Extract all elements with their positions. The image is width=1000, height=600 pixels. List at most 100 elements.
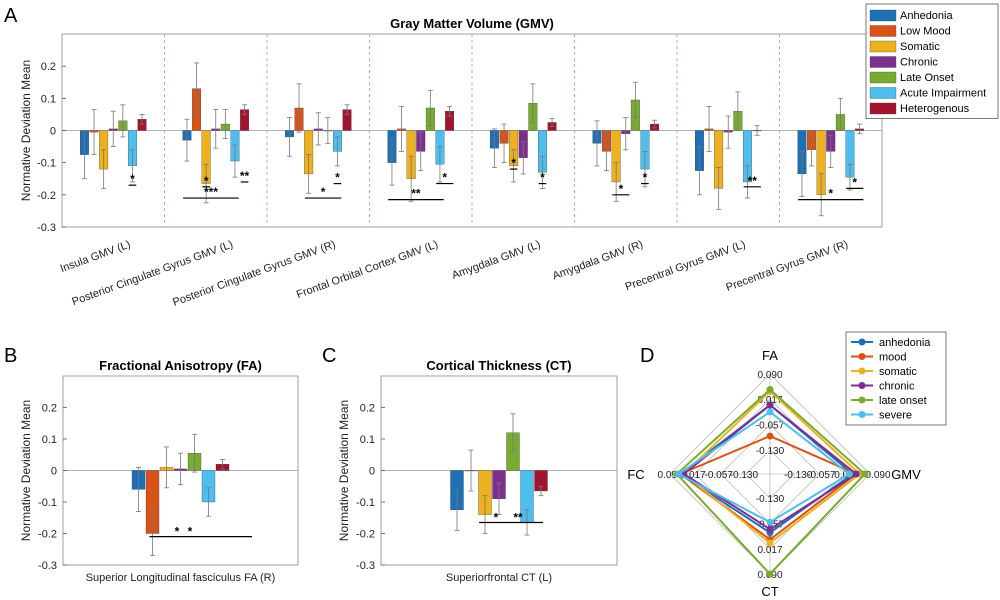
gmv-chart: 0.2 0.1 0 -0.1 -0.2 -0.3 Gray Matter Volume (G… bbox=[19, 3, 999, 309]
radar-series-marker bbox=[766, 539, 774, 547]
gmv-legend-label: Late Onset bbox=[900, 72, 954, 84]
gmv-category-label: Posterior Cingulate Gyrus GMV (R) bbox=[171, 239, 337, 309]
gmv-legend-swatch bbox=[869, 71, 897, 84]
gmv-significance-star: ** bbox=[748, 174, 758, 188]
radar-ring-label-gmv: 0.090 bbox=[865, 470, 890, 481]
fa-significance-star: * bbox=[188, 525, 193, 539]
radar-series-marker bbox=[845, 470, 853, 478]
fa-ytick-label: 0.1 bbox=[42, 434, 57, 446]
panel-letter-b: B bbox=[4, 345, 17, 367]
gmv-ylabel: Normative Deviation Mean bbox=[19, 60, 33, 201]
fa-category-label: Superior Longitudinal fasciculus FA (R) bbox=[86, 572, 276, 584]
gmv-legend-swatch bbox=[869, 56, 897, 68]
radar-legend-box bbox=[845, 331, 947, 426]
gmv-significance-star: * bbox=[204, 174, 209, 188]
radar-chart: 0.0900.0900.0170.017-0.057-0.057-0.130-0… bbox=[627, 331, 947, 599]
ct-title: Cortical Thickness (CT) bbox=[426, 358, 571, 373]
radar-legend-marker bbox=[858, 353, 866, 360]
gmv-significance-star: ** bbox=[411, 187, 421, 201]
gmv-ytick-label: 0.1 bbox=[41, 93, 56, 105]
ct-chart: 0.2 0.1 0 -0.1 -0.2 -0.3 Cortical Thickness (C… bbox=[337, 358, 618, 584]
gmv-legend-label: Heterogenous bbox=[900, 103, 970, 115]
gmv-category-label: Insula GMV (L) bbox=[59, 239, 133, 276]
radar-ring-label-fa: 0.017 bbox=[757, 395, 782, 406]
radar-ring-label-fa: -0.057 bbox=[756, 421, 785, 432]
radar-ring-label-fc: 0.017 bbox=[681, 470, 706, 481]
gmv-legend-label: Acute Impairment bbox=[900, 88, 986, 100]
fa-title: Fractional Anisotropy (FA) bbox=[99, 358, 262, 373]
panel-letter-a: A bbox=[4, 5, 18, 27]
gmv-significance-star: ** bbox=[240, 169, 250, 183]
gmv-legend-swatch bbox=[869, 87, 897, 99]
ct-ytick-label: 0.2 bbox=[360, 403, 375, 415]
radar-series-marker bbox=[766, 570, 774, 578]
gmv-category-label: Amygdala GMV (R) bbox=[551, 239, 645, 283]
radar-series-marker bbox=[766, 401, 774, 409]
gmv-ytick-label: -0.2 bbox=[37, 190, 56, 202]
radar-ring-label-fa: 0.090 bbox=[757, 370, 782, 381]
gmv-title: Gray Matter Volume (GMV) bbox=[390, 16, 554, 31]
radar-axis-name-gmv: GMV bbox=[891, 467, 921, 482]
gmv-significance-star: * bbox=[540, 171, 545, 185]
gmv-significance-star: * bbox=[828, 187, 833, 201]
radar-ring-label-fc: 0.090 bbox=[657, 470, 682, 481]
gmv-legend-label: Anhedonia bbox=[900, 10, 953, 22]
gmv-ytick-label: 0 bbox=[50, 126, 56, 138]
gmv-legend-label: Somatic bbox=[900, 41, 940, 53]
radar-series-marker bbox=[766, 525, 774, 533]
gmv-significance-star: * bbox=[619, 182, 624, 196]
gmv-significance-star: * bbox=[321, 185, 326, 199]
fa-ytick-label: 0 bbox=[51, 466, 57, 478]
radar-ring-label-ct: -0.130 bbox=[756, 494, 785, 505]
radar-axis-name-fa: FA bbox=[762, 348, 778, 363]
radar-ring-label-fc: -0.130 bbox=[730, 470, 759, 481]
gmv-significance-star: * bbox=[852, 175, 857, 189]
radar-series-marker bbox=[852, 470, 860, 478]
gmv-significance-star: * bbox=[511, 156, 516, 170]
gmv-legend-swatch bbox=[869, 9, 897, 22]
radar-legend-label: late onset bbox=[879, 395, 927, 407]
radar-legend-marker bbox=[858, 411, 866, 418]
radar-legend-label: mood bbox=[879, 352, 907, 364]
ct-ytick-label: -0.3 bbox=[356, 560, 375, 572]
radar-axis-name-fc: FC bbox=[627, 467, 644, 482]
radar-ring-label-ct: 0.017 bbox=[757, 545, 782, 556]
ct-ytick-label: -0.1 bbox=[356, 497, 375, 509]
fa-ylabel: Normative Deviation Mean bbox=[19, 400, 33, 541]
ct-significance-star: ** bbox=[513, 510, 523, 524]
gmv-significance-star: * bbox=[335, 171, 340, 185]
gmv-significance-star: * bbox=[130, 172, 135, 186]
radar-legend-label: severe bbox=[879, 410, 912, 422]
panel-letter-d: D bbox=[640, 345, 654, 367]
gmv-significance-star: * bbox=[442, 171, 447, 185]
radar-legend-label: somatic bbox=[879, 366, 917, 378]
gmv-category-label: Amygdala GMV (L) bbox=[450, 239, 542, 282]
radar-series-marker bbox=[766, 386, 774, 394]
ct-ytick-label: -0.2 bbox=[356, 529, 375, 541]
fa-significance-star: * bbox=[175, 525, 180, 539]
gmv-significance-star: * bbox=[643, 171, 648, 185]
gmv-ytick-label: 0.2 bbox=[41, 61, 56, 73]
fa-ytick-label: 0.2 bbox=[42, 403, 57, 415]
radar-axis-name-ct: CT bbox=[761, 584, 778, 599]
ct-significance-star: * bbox=[494, 510, 499, 524]
panel-letter-c: C bbox=[322, 345, 336, 367]
radar-series-marker bbox=[766, 518, 774, 526]
gmv-ytick-label: -0.3 bbox=[37, 222, 56, 234]
radar-legend-label: chronic bbox=[879, 381, 915, 393]
gmv-legend-label: Low Mood bbox=[900, 26, 951, 38]
radar-legend-marker bbox=[858, 382, 866, 389]
radar-ring-label-gmv: -0.130 bbox=[784, 470, 813, 481]
radar-legend-marker bbox=[858, 338, 866, 346]
radar-legend-marker bbox=[858, 396, 866, 404]
gmv-ytick-label: -0.1 bbox=[37, 158, 56, 170]
radar-legend-label: anhedonia bbox=[879, 337, 931, 349]
radar-ring-label-gmv: -0.057 bbox=[807, 470, 836, 481]
radar-series-marker bbox=[766, 408, 774, 416]
radar-ring-label-fc: -0.057 bbox=[705, 470, 734, 481]
gmv-legend-swatch bbox=[869, 25, 897, 37]
fa-ytick-label: -0.1 bbox=[38, 497, 57, 509]
radar-legend-marker bbox=[858, 367, 866, 375]
ct-ylabel: Normative Deviation Mean bbox=[337, 400, 351, 541]
